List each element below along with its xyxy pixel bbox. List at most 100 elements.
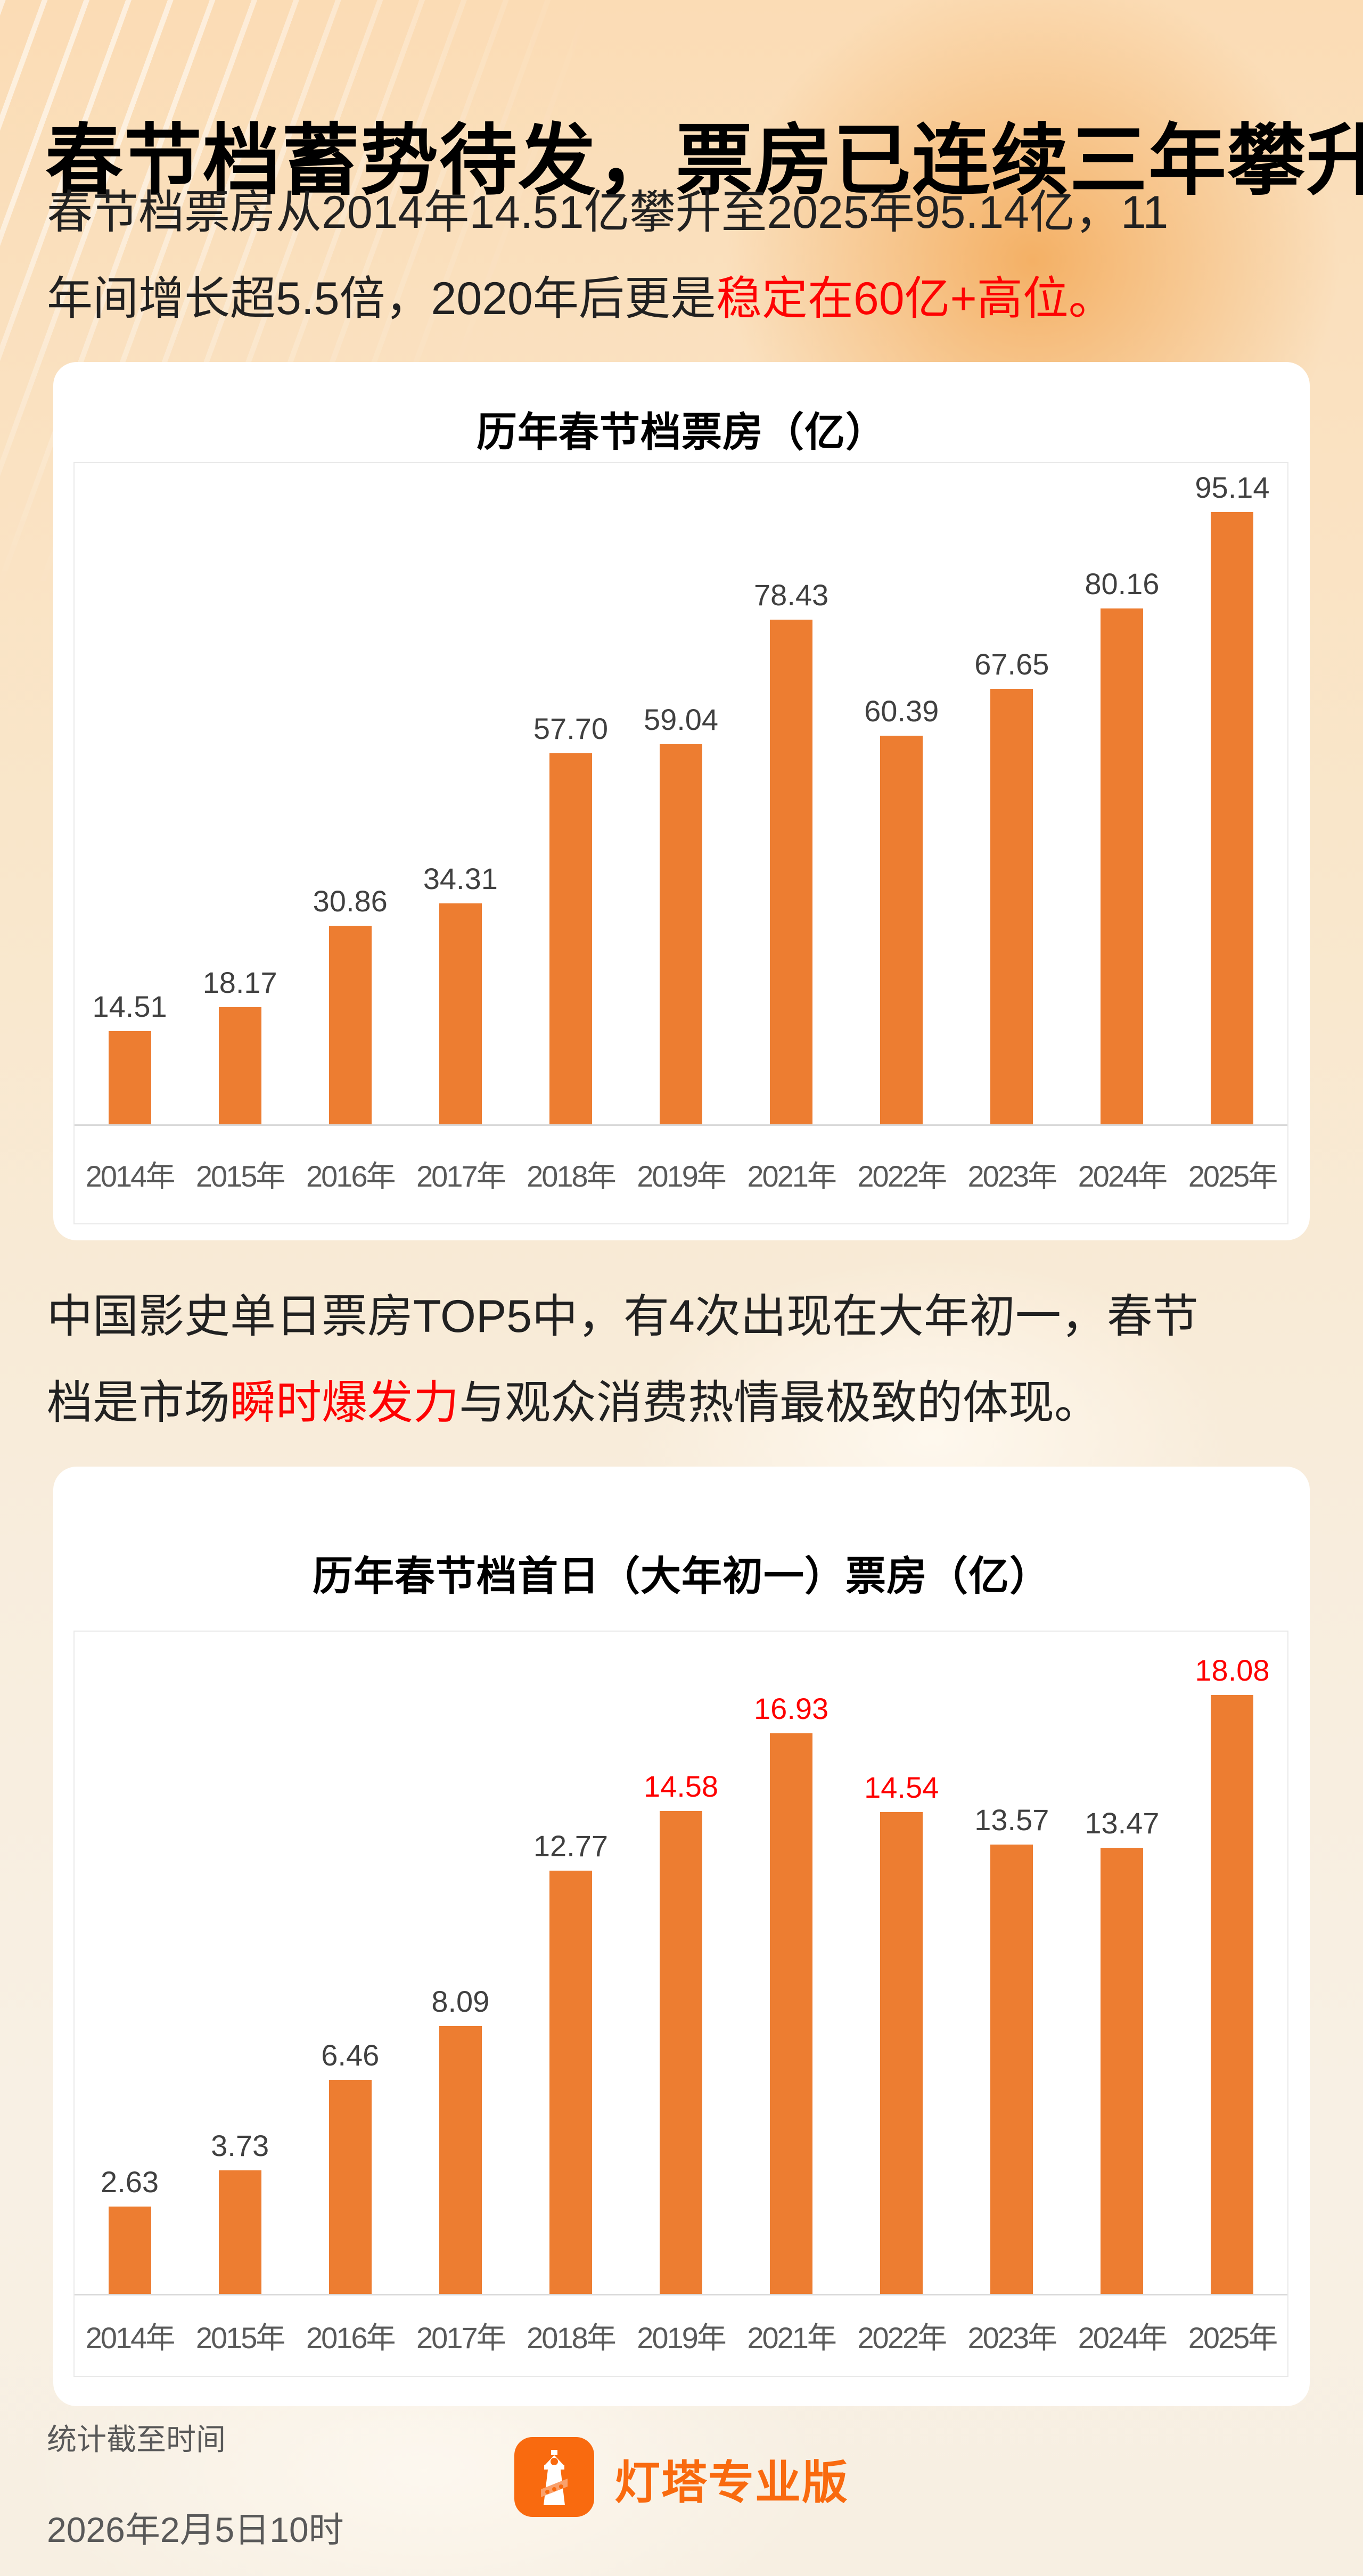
bar-value-label: 18.17 bbox=[202, 966, 277, 999]
intro-highlight-red: 稳定在60亿+高位。 bbox=[716, 273, 1114, 324]
brand-name: 灯塔专业版 bbox=[614, 2457, 849, 2508]
bar-column: 2.63 bbox=[75, 2165, 185, 2294]
x-axis-label: 2015年 bbox=[195, 1159, 286, 1193]
x-axis-label: 2017年 bbox=[416, 1159, 506, 1193]
bar-column: 30.86 bbox=[295, 884, 405, 1124]
bar-value-label: 18.08 bbox=[1195, 1653, 1270, 1687]
bar bbox=[660, 744, 703, 1124]
bar-value-label: 60.39 bbox=[864, 694, 939, 728]
bar-column: 12.77 bbox=[515, 1829, 626, 2294]
bar-column: 95.14 bbox=[1177, 470, 1287, 1124]
bar-value-label: 95.14 bbox=[1195, 471, 1270, 504]
x-axis-labels-row: 2014年 2015年 2016年 2017年 2018年 2019年 2021年 2022年… bbox=[75, 2295, 1287, 2375]
x-axis-label: 2018年 bbox=[527, 1159, 617, 1193]
bar-column: 6.46 bbox=[295, 2038, 405, 2294]
bar-value-label: 2.63 bbox=[101, 2165, 159, 2199]
middle-line-1: 中国影史单日票房TOP5中，有4次出现在大年初一，春节 bbox=[47, 1273, 1198, 1360]
bars-row: 2.63 3.73 6.46 8.09 12.77 14.58 16.93 14.54 13.5… bbox=[75, 1632, 1287, 2295]
bar-value-label: 13.57 bbox=[974, 1803, 1049, 1837]
intro-line-1: 春节档票房从2014年14.51亿攀升至2025年95.14亿，11 bbox=[47, 169, 1168, 256]
bar-column: 59.04 bbox=[626, 702, 736, 1124]
bar-column: 80.16 bbox=[1067, 566, 1177, 1124]
bar-value-label: 3.73 bbox=[211, 2129, 269, 2162]
x-axis-label: 2017年 bbox=[416, 2320, 506, 2355]
bar-value-label: 30.86 bbox=[313, 884, 388, 918]
bar-value-label: 57.70 bbox=[533, 712, 608, 745]
bar bbox=[439, 903, 482, 1124]
x-axis-label: 2018年 bbox=[527, 2320, 617, 2355]
x-axis-label: 2015年 bbox=[195, 2320, 286, 2355]
bar-column: 60.39 bbox=[847, 694, 957, 1124]
bar bbox=[108, 1031, 151, 1124]
middle-text: 与观众消费热情最极致的体现。 bbox=[459, 1377, 1100, 1428]
bar-value-label: 13.47 bbox=[1085, 1806, 1160, 1840]
bar bbox=[329, 2080, 372, 2294]
x-axis-label: 2025年 bbox=[1188, 1159, 1278, 1193]
bar-value-label: 59.04 bbox=[643, 703, 719, 736]
bar-value-label: 80.16 bbox=[1085, 567, 1160, 600]
brand-logo: 灯塔专业版 bbox=[0, 2437, 1363, 2520]
bar bbox=[1101, 1848, 1144, 2294]
bar-value-label: 34.31 bbox=[423, 862, 498, 895]
bar bbox=[990, 1845, 1033, 2294]
footer-note: 统计截至时间 2026年2月5日10时 bbox=[47, 2416, 344, 2553]
bar-column: 14.58 bbox=[626, 1769, 736, 2294]
bar bbox=[990, 689, 1033, 1124]
x-axis-label: 2014年 bbox=[85, 2320, 176, 2355]
bar-column: 14.54 bbox=[847, 1770, 957, 2294]
bar bbox=[549, 1871, 592, 2294]
chart-title: 历年春节档票房（亿） bbox=[477, 410, 886, 455]
x-axis-label: 2021年 bbox=[747, 2320, 837, 2355]
x-axis-label: 2021年 bbox=[747, 1159, 837, 1193]
x-axis-label: 2025年 bbox=[1188, 2320, 1278, 2355]
bar bbox=[880, 736, 923, 1124]
bar-value-label: 8.09 bbox=[431, 1985, 490, 2018]
bar-column: 3.73 bbox=[185, 2128, 295, 2294]
middle-paragraph: 中国影史单日票房TOP5中，有4次出现在大年初一，春节 档是市场瞬时爆发力与观众… bbox=[47, 1273, 1198, 1446]
bar-value-label: 16.93 bbox=[754, 1692, 829, 1725]
intro-paragraph: 春节档票房从2014年14.51亿攀升至2025年95.14亿，11 年间增长超… bbox=[47, 169, 1168, 342]
bar-value-label: 14.58 bbox=[643, 1770, 719, 1803]
middle-highlight-red: 瞬时爆发力 bbox=[230, 1377, 459, 1428]
intro-text: 年间增长超5.5倍，2020年后更是 bbox=[47, 273, 716, 324]
x-axis-label: 2019年 bbox=[637, 2320, 727, 2355]
bar-column: 8.09 bbox=[405, 1984, 515, 2294]
bar bbox=[218, 1007, 261, 1124]
chart-card-first-day-box-office: 历年春节档首日（大年初一）票房（亿） 2.63 3.73 6.46 8.09 12.77… bbox=[53, 1467, 1310, 2406]
bar-column: 57.70 bbox=[515, 711, 626, 1124]
bar bbox=[108, 2207, 151, 2294]
bar bbox=[660, 1811, 703, 2294]
bar bbox=[1211, 1695, 1254, 2294]
chart-title: 历年春节档首日（大年初一）票房（亿） bbox=[313, 1554, 1050, 1599]
bar-value-label: 14.54 bbox=[864, 1771, 939, 1804]
bars-row: 14.51 18.17 30.86 34.31 57.70 59.04 78.43 60.39… bbox=[75, 463, 1287, 1126]
middle-line-2: 档是市场瞬时爆发力与观众消费热情最极致的体现。 bbox=[47, 1360, 1198, 1446]
intro-line-2: 年间增长超5.5倍，2020年后更是稳定在60亿+高位。 bbox=[47, 256, 1168, 342]
bar bbox=[329, 926, 372, 1124]
x-axis-label: 2023年 bbox=[967, 2320, 1058, 2355]
page-title: 春节档蓄势待发，票房已连续三年攀升 bbox=[45, 117, 1363, 204]
bar-value-label: 14.51 bbox=[92, 990, 167, 1023]
bar bbox=[1211, 512, 1254, 1124]
x-axis-label: 2023年 bbox=[967, 1159, 1058, 1193]
bar bbox=[549, 753, 592, 1124]
footer-note-time: 2026年2月5日10时 bbox=[47, 2510, 344, 2549]
bar-column: 13.57 bbox=[957, 1803, 1067, 2294]
bar-value-label: 67.65 bbox=[974, 647, 1049, 681]
bar-value-label: 78.43 bbox=[754, 578, 829, 612]
bar bbox=[439, 2026, 482, 2294]
footer-note-label: 统计截至时间 bbox=[47, 2423, 226, 2456]
bar-value-label: 6.46 bbox=[321, 2038, 380, 2072]
bar-column: 67.65 bbox=[957, 647, 1067, 1124]
lighthouse-logo-icon bbox=[514, 2437, 594, 2520]
bar bbox=[770, 620, 813, 1124]
x-axis-label: 2016年 bbox=[306, 2320, 396, 2355]
x-axis-label: 2014年 bbox=[85, 1159, 176, 1193]
bar bbox=[1101, 608, 1144, 1124]
bar-value-label: 12.77 bbox=[533, 1829, 608, 1863]
chart-plot-area: 2.63 3.73 6.46 8.09 12.77 14.58 16.93 14.54 13.5… bbox=[73, 1631, 1288, 2377]
x-axis-label: 2024年 bbox=[1078, 2320, 1168, 2355]
bar-column: 34.31 bbox=[405, 861, 515, 1124]
middle-text: 档是市场 bbox=[47, 1377, 230, 1428]
